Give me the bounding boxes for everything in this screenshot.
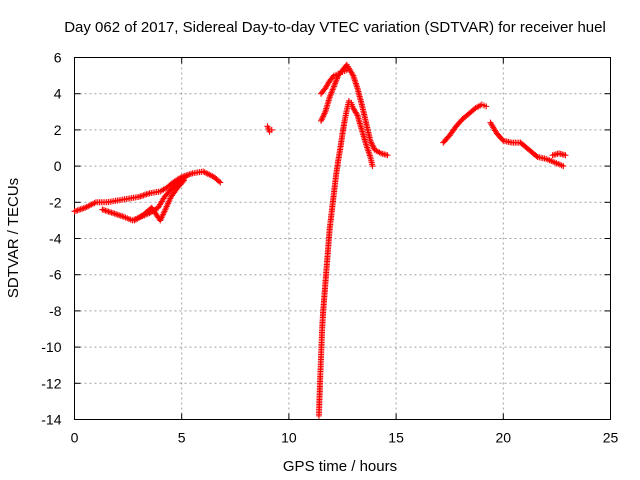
data-point (562, 152, 569, 159)
data-point (216, 178, 223, 185)
data-point (329, 73, 336, 80)
series-arc-8 (440, 101, 490, 146)
data-point (180, 177, 187, 184)
data-point (268, 126, 275, 133)
x-tick-label: 10 (281, 430, 297, 446)
chart-title: Day 062 of 2017, Sidereal Day-to-day VTE… (64, 19, 606, 36)
data-point (349, 71, 356, 78)
series-arc-7 (318, 67, 350, 97)
x-tick-label: 5 (178, 430, 186, 446)
data-point (384, 152, 391, 159)
data-point (533, 153, 540, 160)
data-point (217, 179, 224, 186)
series-arc-9 (487, 119, 567, 170)
data-point (483, 103, 490, 110)
y-tick-label: -10 (41, 339, 61, 355)
data-point (560, 163, 567, 170)
data-point (181, 174, 188, 181)
data-point (343, 67, 350, 74)
y-tick-label: 2 (54, 122, 62, 138)
data-point (369, 163, 376, 170)
series-arc-5 (315, 97, 376, 419)
series-arc-3 (131, 177, 187, 224)
y-tick-label: -2 (49, 194, 62, 210)
series-layer (71, 61, 569, 419)
x-tick-label: 0 (71, 430, 79, 446)
series-arc-2 (99, 173, 189, 224)
y-tick-label: -8 (49, 303, 62, 319)
x-tick-label: 15 (388, 430, 404, 446)
series-arc-10 (549, 150, 569, 159)
x-tick-label: 25 (603, 430, 619, 446)
series-arc-4 (264, 123, 275, 135)
y-tick-label: 4 (54, 86, 62, 102)
data-point (353, 110, 360, 117)
y-tick-label: -12 (41, 375, 61, 391)
y-axis-label: SDTVAR / TECUs (5, 178, 22, 298)
x-tick-label: 20 (496, 430, 512, 446)
series-arc-1 (71, 168, 224, 215)
y-tick-label: -4 (49, 231, 62, 247)
y-tick-label: -14 (41, 412, 61, 428)
data-point (182, 173, 189, 180)
y-tick-label: 0 (54, 158, 62, 174)
data-point (179, 178, 186, 185)
grid-layer (74, 57, 611, 420)
y-tick-label: -6 (49, 267, 62, 283)
x-axis-label: GPS time / hours (283, 458, 397, 475)
y-tick-label: 6 (54, 50, 62, 66)
